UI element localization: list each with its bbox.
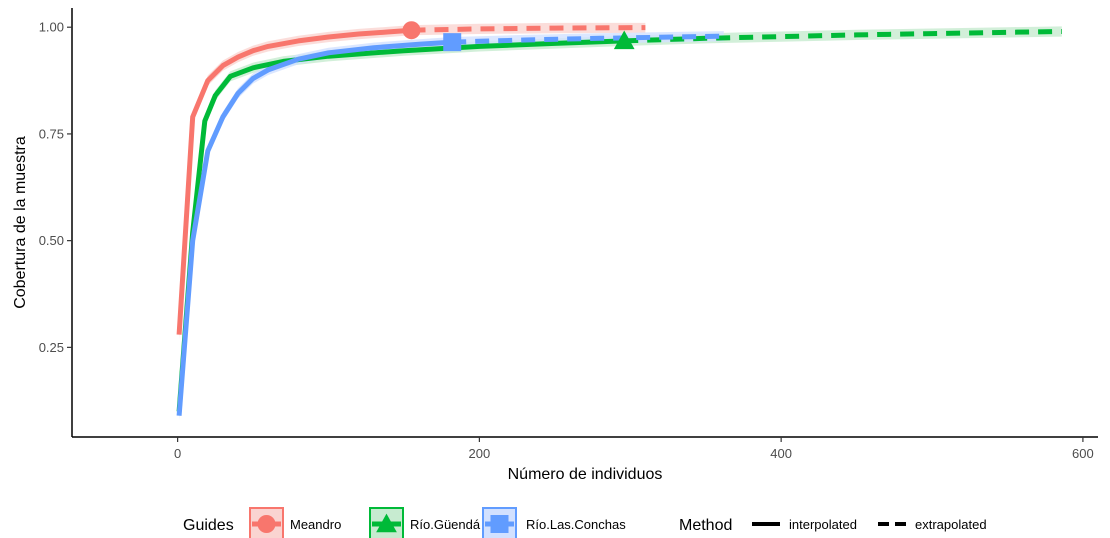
legend-guides-title: Guides <box>183 517 234 534</box>
band-rio-las-conchas <box>179 31 724 421</box>
y-tick-label: 0.25 <box>39 340 64 355</box>
observed-markers <box>402 21 635 52</box>
x-axis-title: Número de individuos <box>508 466 663 483</box>
line-extrapolated-rio-las-conchas <box>452 33 724 45</box>
legend-method-title: Method <box>679 517 732 534</box>
legend: Guides Meandro Río.Güendá Río.Las.Conchas … <box>183 507 987 538</box>
line-interpolated-rio-guenda <box>176 38 625 412</box>
band-rio-guenda <box>179 26 1062 417</box>
y-axis-title: Cobertura de la muestra <box>12 136 29 309</box>
observed-point-rio-las-conchas <box>443 33 462 52</box>
line-interpolated-meandro <box>176 27 412 335</box>
x-tick-label: 200 <box>469 446 491 461</box>
y-tick-label: 0.50 <box>39 233 64 248</box>
axes <box>71 8 1098 438</box>
legend-label-rio-las-conchas: Río.Las.Conchas <box>526 517 626 532</box>
y-tick-label: 0.75 <box>39 126 64 141</box>
x-tick-label: 400 <box>770 446 792 461</box>
legend-method-label-extrapolated: extrapolated <box>915 517 987 532</box>
legend-marker-meandro <box>257 515 276 533</box>
line-interpolated-rio-las-conchas <box>176 39 453 416</box>
legend-method-items: interpolated extrapolated <box>752 517 987 532</box>
series-lines <box>176 25 1062 416</box>
legend-marker-rio-guenda <box>376 513 397 533</box>
axis-ticks: 0 200 400 600 0.25 0.50 0.75 1.00 <box>39 20 1094 461</box>
legend-guides-items: Meandro Río.Güendá Río.Las.Conchas <box>249 507 626 538</box>
observed-point-meandro <box>402 21 421 40</box>
legend-label-rio-guenda: Río.Güendá <box>410 517 481 532</box>
legend-method-label-interpolated: interpolated <box>789 517 857 532</box>
x-tick-label: 600 <box>1072 446 1094 461</box>
y-tick-label: 1.00 <box>39 20 64 35</box>
line-extrapolated-meandro <box>411 25 646 33</box>
legend-marker-rio-las-conchas <box>490 515 509 533</box>
observed-point-rio-guenda <box>613 30 635 50</box>
confidence-bands <box>179 22 1062 421</box>
legend-label-meandro: Meandro <box>290 517 341 532</box>
x-tick-label: 0 <box>174 446 181 461</box>
